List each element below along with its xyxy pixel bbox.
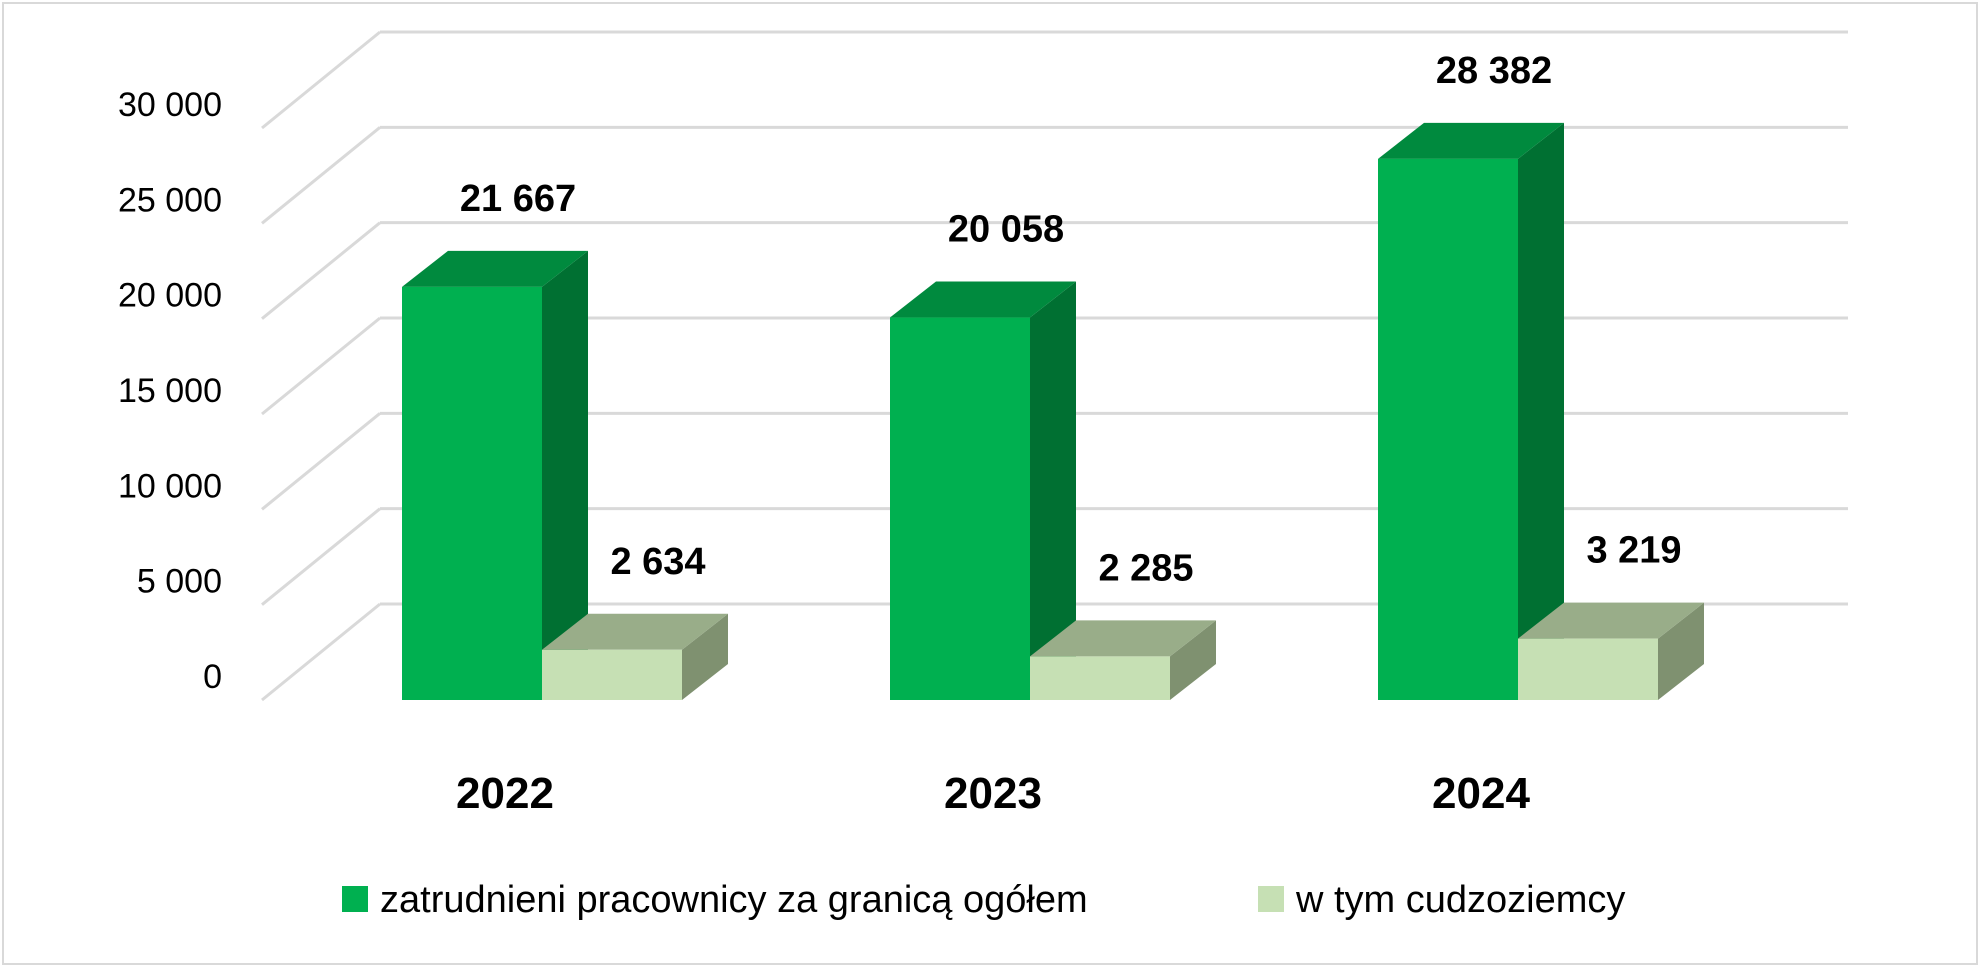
bar <box>402 286 542 700</box>
gridline-diagonal <box>261 126 381 225</box>
data-label: 21 667 <box>460 178 576 220</box>
legend: zatrudnieni pracownicy za granicą ogółem… <box>342 879 1625 921</box>
gridline-diagonal <box>261 507 381 606</box>
y-tick-label: 30 000 <box>118 86 222 124</box>
legend-swatch <box>1258 886 1284 912</box>
gridline-diagonal <box>261 221 381 320</box>
data-label: 3 219 <box>1586 530 1681 572</box>
category-labels: 2022 2023 2024 <box>456 769 1530 818</box>
bar <box>1030 656 1170 700</box>
gridline-diagonal <box>261 412 381 511</box>
legend-label: w tym cudzoziemcy <box>1295 879 1625 921</box>
y-tick-label: 15 000 <box>118 372 222 410</box>
category-label: 2023 <box>944 769 1042 818</box>
gridline-diagonal <box>261 316 381 416</box>
bar <box>542 649 682 700</box>
bar-side <box>1030 281 1076 700</box>
legend-swatch <box>342 886 368 912</box>
gridlines <box>261 30 1848 702</box>
bar-top <box>402 250 588 287</box>
y-axis-ticks: 0 5 000 10 000 15 000 20 000 25 000 30 000 <box>118 86 222 696</box>
bar <box>1378 158 1518 700</box>
bar-top <box>1518 602 1704 639</box>
bar-top <box>542 613 728 650</box>
bar-side <box>1170 620 1216 700</box>
bar-top <box>890 281 1076 318</box>
bar <box>1518 638 1658 700</box>
bar-top <box>1030 620 1216 657</box>
y-tick-label: 5 000 <box>137 563 222 601</box>
bar <box>890 317 1030 700</box>
bar-side <box>1518 122 1564 700</box>
data-label: 20 058 <box>948 209 1064 251</box>
y-tick-label: 20 000 <box>118 277 222 315</box>
data-labels: 21 667 2 634 20 058 2 285 28 382 3 219 <box>460 50 1682 590</box>
legend-label: zatrudnieni pracownicy za granicą ogółem <box>380 879 1088 921</box>
gridline-diagonal <box>261 30 381 130</box>
bar-side <box>682 613 728 700</box>
bar-top <box>1378 122 1564 159</box>
y-tick-label: 25 000 <box>118 181 222 219</box>
y-tick-label: 10 000 <box>118 467 222 505</box>
bar-side <box>1658 602 1704 700</box>
data-label: 28 382 <box>1436 50 1552 92</box>
gridline-diagonal <box>261 602 381 702</box>
y-tick-label: 0 <box>203 658 222 696</box>
data-label: 2 634 <box>610 541 705 583</box>
bar-side <box>542 250 588 700</box>
category-label: 2022 <box>456 769 554 818</box>
category-label: 2024 <box>1432 769 1530 818</box>
bars <box>402 122 1704 700</box>
data-label: 2 285 <box>1098 547 1193 589</box>
